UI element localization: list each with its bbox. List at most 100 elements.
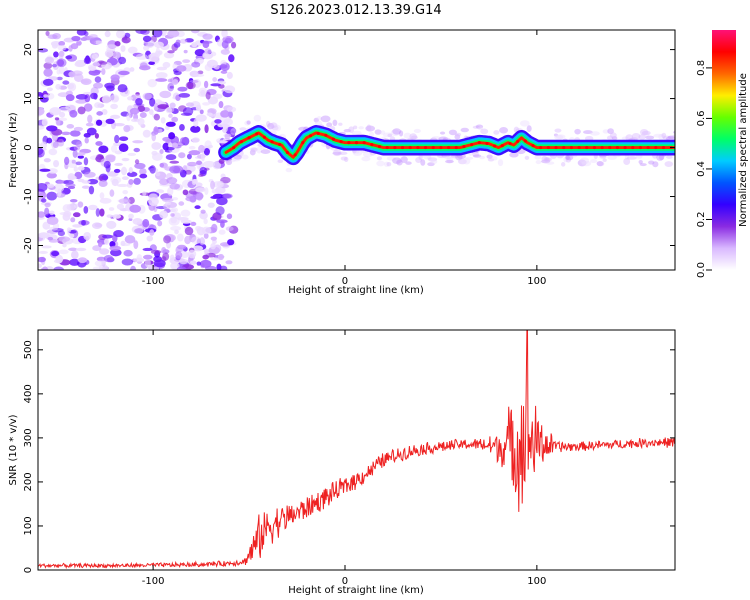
spectrogram-ridge-peak (362, 141, 366, 145)
spectrogram-noise-cell (48, 148, 58, 156)
spectrogram-noise-cell (103, 255, 114, 263)
colorbar-tick-label: 0.2 (696, 212, 707, 228)
spectrogram-halo-cell (656, 154, 664, 161)
spectrogram-halo-cell (583, 130, 593, 135)
spectrogram-noise-cell (128, 167, 133, 174)
spectrogram-noise-cell (217, 123, 227, 128)
spectrogram-noise-cell (225, 260, 233, 265)
spectrogram-ridge-peak (400, 145, 405, 150)
spectrogram-noise-cell (38, 250, 48, 254)
spectrogram-noise-cell (180, 137, 187, 144)
spectrogram-noise-cell (170, 225, 182, 231)
spectrogram-noise-cell (216, 39, 224, 47)
spectrogram-halo-cell (361, 156, 371, 162)
spectrogram-noise-cell (69, 258, 80, 266)
spectrogram-halo-cell (396, 159, 403, 166)
spectrogram-noise-cell (220, 110, 230, 118)
spectrogram-ridge-peak (408, 145, 412, 150)
spectrogram-noise-cell (216, 196, 228, 206)
spectrogram-noise-cell (134, 162, 146, 170)
spectrogram-noise-cell (40, 198, 47, 203)
spectrogram-noise-cell (117, 183, 129, 188)
spectrogram-noise-cell (58, 236, 71, 242)
spectrogram-noise-cell (43, 94, 48, 98)
spectrogram-noise-cell (58, 50, 65, 57)
spectrogram-halo-cell (241, 154, 249, 160)
spectrogram-noise-cell (46, 183, 55, 189)
spectrogram-noise-cell (226, 106, 237, 113)
spectrogram-halo-cell (665, 155, 673, 159)
spectrogram-noise-cell (109, 245, 122, 251)
spectrogram-noise-cell (191, 61, 201, 68)
spectrogram-halo-cell (386, 162, 392, 167)
spectrogram-noise-cell (94, 76, 102, 83)
spectrogram-noise-cell (149, 165, 156, 174)
spectrogram-noise-cell (218, 229, 226, 235)
spectrogram-noise-cell (123, 125, 131, 133)
spectrogram-noise-cell (77, 166, 85, 171)
spectrogram-noise-cell (186, 153, 192, 160)
spectrogram-halo-cell (231, 155, 242, 162)
spectrogram-noise-cell (124, 235, 136, 244)
spectrogram-ridge-peak (278, 142, 282, 147)
spectrogram-halo-cell (266, 120, 271, 128)
spectrogram-noise-cell (83, 56, 92, 65)
spectrogram-noise-cell (190, 125, 201, 133)
spectrogram-noise-cell (191, 42, 198, 48)
spectrogram-halo-cell (246, 120, 251, 125)
spectrogram-halo-cell (269, 122, 278, 129)
spectrogram-halo-cell (358, 126, 364, 130)
spectrogram-noise-cell (159, 90, 172, 99)
spectrogram-noise-cell (188, 145, 196, 150)
spectrogram-halo-cell (590, 131, 600, 136)
spectrogram-halo-cell (541, 156, 548, 162)
spectrogram-noise-cell (71, 35, 81, 42)
spectrogram-noise-cell (183, 49, 188, 54)
spectrogram-noise-cell (110, 144, 118, 153)
spectrogram-noise-cell (148, 197, 159, 206)
spectrogram-noise-cell (128, 179, 134, 185)
spectrogram-xtick-label: -100 (142, 276, 165, 287)
spectrogram-noise-cell (148, 61, 155, 65)
spectrogram-halo-cell (260, 149, 271, 154)
spectrogram-halo-cell (333, 149, 342, 157)
spectrogram-noise-cell (226, 213, 233, 220)
spectrogram-noise-cell (92, 266, 105, 270)
spectrogram-noise-cell (104, 49, 114, 58)
spectrogram-noise-cell (198, 144, 205, 153)
spectrogram-noise-cell (55, 254, 64, 264)
spectrogram-noise-cell (83, 31, 89, 37)
spectrogram-noise-cell (159, 149, 164, 155)
spectrogram-halo-cell (553, 133, 558, 137)
spectrogram-ridge-peak (654, 145, 658, 150)
spectrogram-ridge-peak (316, 131, 320, 135)
spectrogram-halo-cell (351, 130, 362, 136)
spectrogram-noise-cell (207, 202, 215, 208)
spectrogram-noise-cell (59, 111, 66, 118)
spectrogram-noise-cell (185, 102, 195, 107)
spectrogram-ridge-peak (485, 141, 489, 146)
spectrogram-halo-cell (465, 156, 474, 160)
spectrogram-noise-cell (191, 137, 200, 143)
spectrogram-noise-cell (198, 173, 204, 178)
spectrogram-halo-cell (267, 122, 275, 130)
spectrogram-noise-cell (46, 216, 59, 225)
spectrogram-noise-cell (117, 84, 128, 93)
spectrogram-noise-cell (203, 160, 216, 168)
spectrogram-noise-cell (75, 247, 87, 252)
spectrogram-noise-cell (195, 104, 202, 112)
spectrogram-halo-cell (228, 132, 235, 137)
spectrogram-halo-cell (486, 154, 493, 159)
spectrogram-halo-cell (277, 159, 284, 164)
spectrogram-xlabel: Height of straight line (km) (288, 285, 424, 296)
spectrogram-noise-cell (159, 162, 168, 169)
spectrogram-halo-cell (602, 158, 607, 162)
spectrogram-noise-cell (195, 114, 207, 122)
spectrogram-halo-cell (445, 159, 454, 164)
spectrogram-noise-cell (65, 104, 76, 111)
spectrogram-ridge-peak (646, 145, 650, 150)
spectrogram-noise-cell (44, 202, 51, 208)
spectrogram-halo-cell (609, 132, 617, 139)
